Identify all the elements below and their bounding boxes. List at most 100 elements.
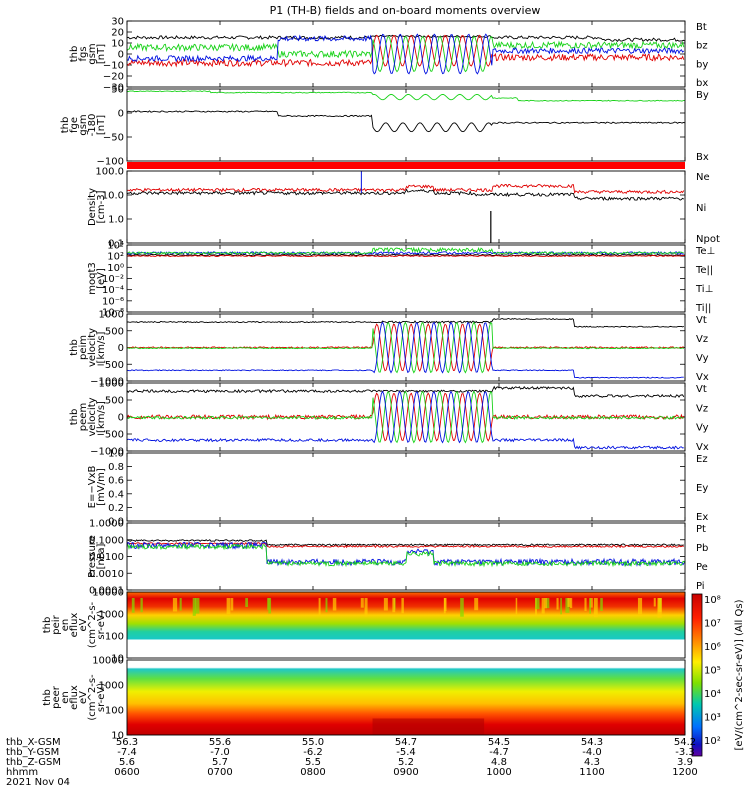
orbit-row-label: hhmm [6,767,38,778]
panel-peer-ylabel: peer [51,685,62,709]
legend-pressure: Pi [696,581,705,592]
panel-frame [126,452,686,522]
panel-peir-ylabel: peir [51,614,62,634]
panels: thbfgsgsm[nT]3020100−10−20−30Btbzbybxthb… [42,17,720,742]
orbit-value: -7.0 [210,747,230,758]
orbit-value: 5.7 [212,757,228,768]
peir-streak [535,598,540,610]
y-tick-label: 100.0 [95,167,124,178]
colorbar: 10⁸ 10⁷ 10⁶ 10⁵ 10⁴ 10³ 10² [eV/(cm^2-sec-sr-e… [691,593,745,757]
peir-streak [268,598,272,614]
y-tick-label: 0 [118,50,124,61]
y-tick-label: 10.0 [102,191,124,202]
y-tick-label: 0 [118,413,124,424]
orbit-labels: thb_X-GSM 56.3 55.6 55.0 54.7 54.5 54.3 54.2 thb… [6,737,698,788]
legend-fge: By [696,90,709,101]
y-tick-label: 500 [105,326,124,337]
colorbar-tick-label: 10⁸ [704,595,721,606]
peir-streak [600,598,603,611]
peir-streak [401,598,404,614]
panel-peer-ylabel: eV [78,691,89,704]
y-tick-label: 0.4 [108,489,124,500]
series-By [126,90,686,102]
panel-peer-ylabel: (cm^2-s- [87,674,98,721]
y-tick-label: 1000 [99,610,124,621]
panel-fge-ylabel: -180 [87,114,98,137]
y-tick-label: −1000 [90,447,124,458]
y-tick-label: −50 [103,133,124,144]
series-pb [126,541,684,549]
panel-peir-ylabel: thb [42,617,53,634]
panel-peer-ylabel: eflux [69,685,80,710]
panel-frame [126,244,686,313]
legend-peim: Vz [696,334,708,345]
panel-efield-ylabel: E=−VxB [87,466,98,509]
panel-peir-ylabel: sr-eV) [96,610,107,639]
legend-density: Ne [696,172,710,183]
y-tick-label: 10 [111,39,124,50]
series-te-par [126,253,686,257]
series-vx [126,321,684,379]
peir-streak [545,598,550,609]
y-tick-label: 1.0 [108,215,124,226]
panel-frame [126,170,686,244]
panel-fgs-ylabel: fgs [78,46,89,61]
y-tick-label: −30 [103,83,124,94]
peir-streak [318,598,321,616]
series-ni [126,188,685,201]
peir-streak [383,598,388,611]
series-bt [126,34,686,42]
legend-fgs: bx [696,78,708,89]
legend-efield: Ez [696,454,708,465]
orbit-value: 0900 [393,767,418,778]
legend-peim: Vy [696,353,709,364]
panel-peir-ylabel: (cm^2-s- [87,601,98,648]
colorbar-tick-label: 10⁶ [704,642,721,653]
panel-density-ylabel: Density [87,188,98,226]
orbit-value: 5.6 [119,757,135,768]
peir-streak [360,598,364,608]
series-bx [126,33,685,75]
y-tick-label: 10⁴ [107,241,124,252]
panel-density: Density[cm-3] 100.0 10.0 1.0 0.1 Ne Ni Npot [87,167,720,250]
panel-peim-ylabel: velocity [87,328,98,367]
y-tick-label: 20 [111,28,124,39]
peir-streak [584,598,587,611]
legend-temp: Ti|| [695,303,711,314]
legend-peem: Vz [696,403,708,414]
y-tick-label: 0.0001 [89,586,124,597]
panel-frame [126,20,686,88]
y-tick-label: 0.0100 [89,552,124,563]
legend-pressure: Pt [696,524,706,535]
legend-pressure: Pb [696,543,708,554]
series-te-perp [126,250,684,256]
panel-fge-ylabel: fge [69,117,80,133]
panel-frame [126,591,686,659]
peir-streak [567,598,571,607]
orbit-row-label: thb_X-GSM [6,737,61,748]
y-tick-label: 0.6 [108,476,124,487]
panel-fge-ylabel: gsm [78,114,89,135]
y-tick-label: 500 [105,396,124,407]
y-tick-label: 0.0010 [89,569,124,580]
y-tick-label: 0.8 [108,462,124,473]
series-ti-perp [126,254,685,258]
panel-pressure-ylabel: Pressure [87,535,98,578]
y-tick-label: 10² [107,252,124,263]
panel-frame [126,522,686,591]
legend-peem: Vt [696,384,707,395]
colorbar-tick-label: 10⁷ [704,619,721,630]
y-tick-label: 10⁻⁴ [102,285,124,296]
peir-streak [637,598,643,615]
series-vx [126,390,684,450]
y-tick-label: 1000 [99,379,124,390]
y-tick-label: 30 [111,17,124,28]
orbit-value: -3.3 [675,747,695,758]
orbit-value: 56.3 [116,737,138,748]
panel-fge-ylabel: thb [60,117,71,134]
